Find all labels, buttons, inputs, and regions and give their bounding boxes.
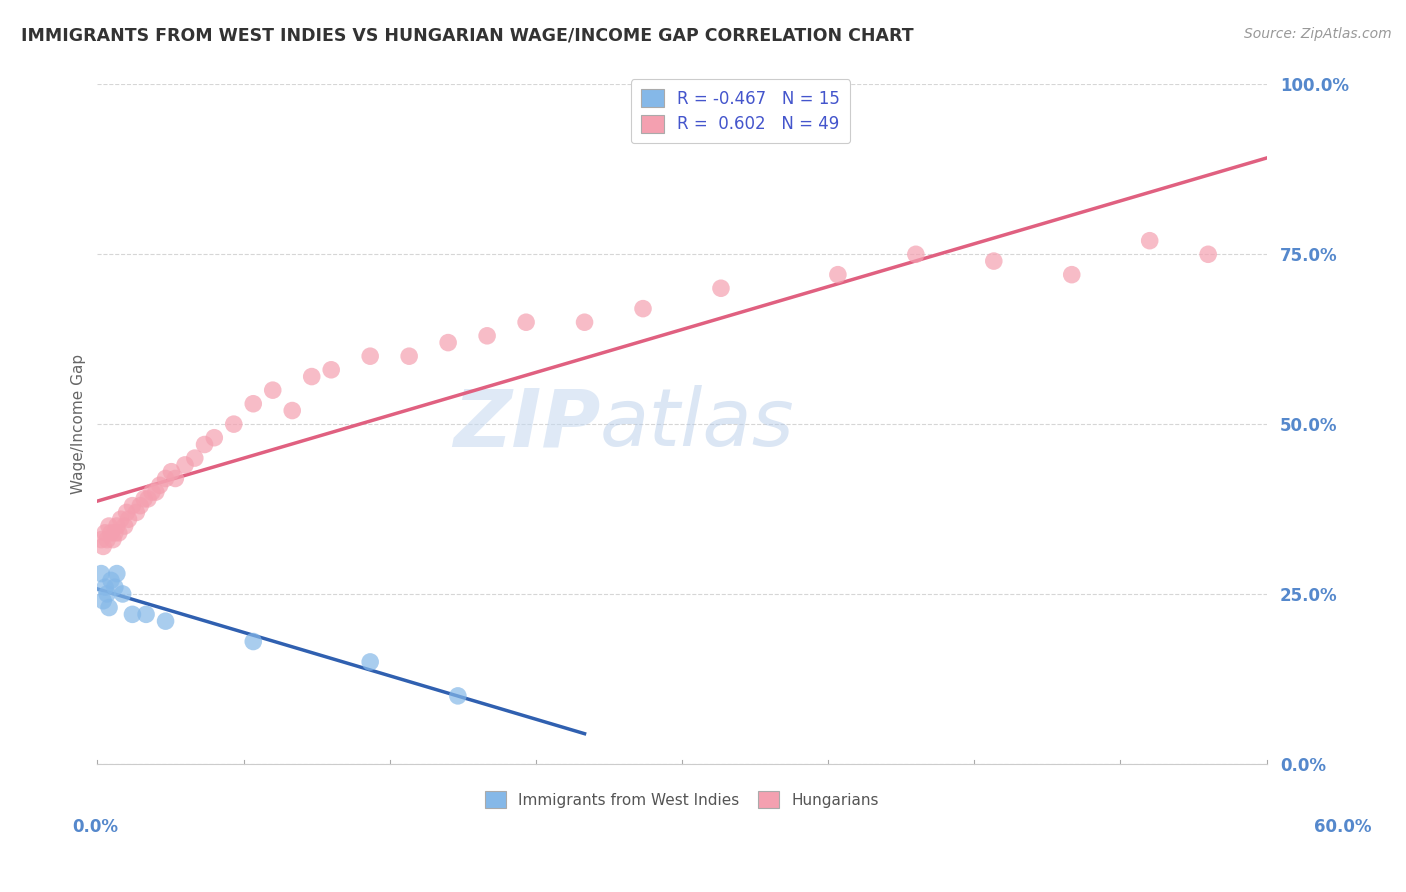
Point [104,525,127,540]
Point [115,505,138,519]
Point [107,525,129,540]
Point [398,349,420,363]
Point [281,403,304,417]
Point [98,600,121,615]
Point [359,349,381,363]
Point [94,580,117,594]
Point [134,491,156,506]
Point [105,566,128,581]
Point [447,689,470,703]
Point [96,533,118,547]
Point [105,519,128,533]
Point [141,485,163,500]
Text: Source: ZipAtlas.com: Source: ZipAtlas.com [1244,27,1392,41]
Point [117,512,139,526]
Point [262,383,284,397]
Point [90,533,112,547]
Text: 60.0%: 60.0% [1315,818,1371,836]
Point [155,471,177,485]
Point [149,478,172,492]
Point [121,607,143,622]
Point [94,525,117,540]
Point [174,458,197,472]
Point [90,566,112,581]
Point [710,281,733,295]
Point [125,505,148,519]
Point [321,363,343,377]
Point [193,437,215,451]
Point [111,587,134,601]
Y-axis label: Wage/Income Gap: Wage/Income Gap [72,354,86,494]
Point [222,417,245,431]
Point [114,519,136,533]
Point [121,499,143,513]
Point [96,587,118,601]
Point [242,634,264,648]
Point [110,512,132,526]
Point [631,301,654,316]
Point [135,607,157,622]
Point [1060,268,1083,282]
Point [184,451,207,466]
Point [359,655,381,669]
Point [91,594,114,608]
Text: atlas: atlas [600,385,794,463]
Text: IMMIGRANTS FROM WEST INDIES VS HUNGARIAN WAGE/INCOME GAP CORRELATION CHART: IMMIGRANTS FROM WEST INDIES VS HUNGARIAN… [21,27,914,45]
Legend: Immigrants from West Indies, Hungarians: Immigrants from West Indies, Hungarians [478,785,886,814]
Point [827,268,849,282]
Point [242,397,264,411]
Point [145,485,167,500]
Point [983,254,1005,268]
Point [202,431,225,445]
Point [100,525,122,540]
Text: ZIP: ZIP [453,385,600,463]
Point [904,247,927,261]
Point [437,335,460,350]
Point [129,499,152,513]
Point [475,328,498,343]
Point [574,315,596,329]
Point [165,471,187,485]
Point [98,519,121,533]
Point [301,369,323,384]
Point [101,533,124,547]
Point [160,465,183,479]
Point [1197,247,1219,261]
Point [155,614,177,628]
Point [136,491,159,506]
Text: 0.0%: 0.0% [73,818,118,836]
Point [515,315,537,329]
Point [91,540,114,554]
Point [100,574,122,588]
Point [1139,234,1161,248]
Point [104,580,127,594]
